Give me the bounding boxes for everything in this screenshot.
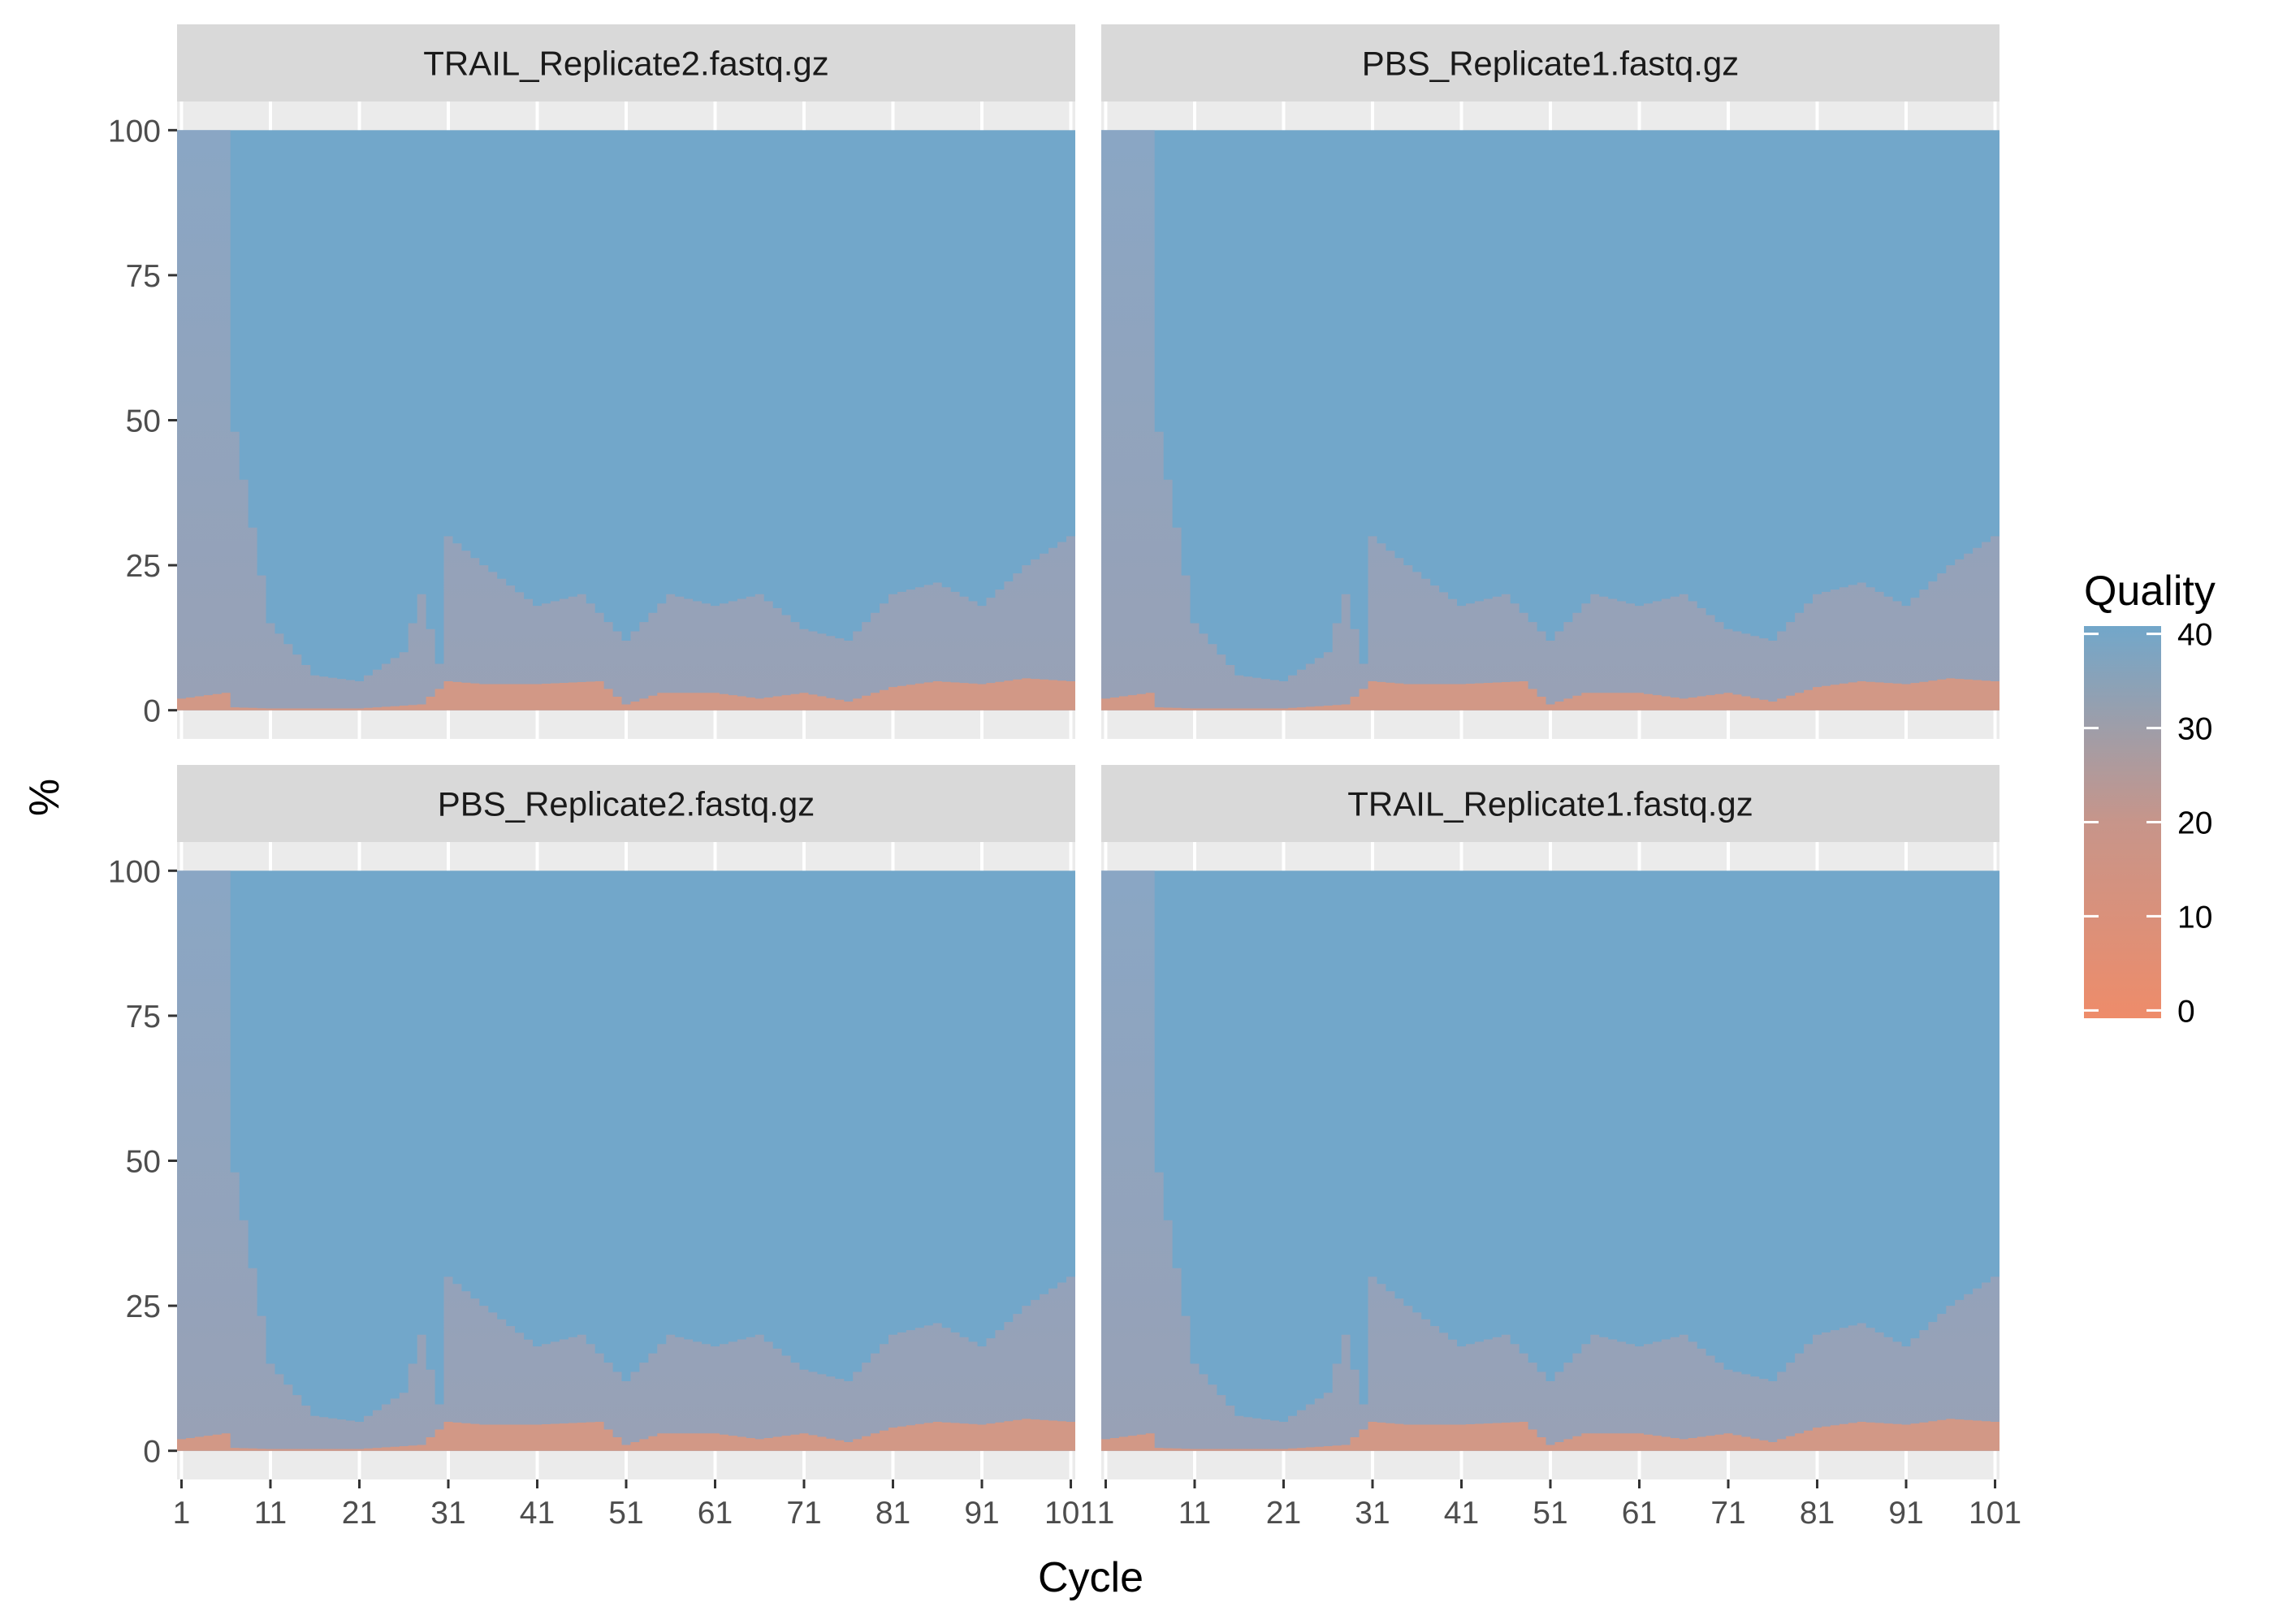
facet-title: PBS_Replicate1.fastq.gz <box>1362 45 1740 83</box>
legend-tick-label: 20 <box>2177 806 2212 841</box>
x-tick-label: 1 <box>1097 1496 1115 1531</box>
low-quality-area <box>1101 1419 1999 1451</box>
low-quality-area <box>1101 678 1999 710</box>
y-tick-label: 100 <box>108 854 161 889</box>
x-tick-label: 91 <box>964 1496 999 1531</box>
facet-panel: PBS_Replicate1.fastq.gz <box>1101 24 1999 739</box>
y-tick-label: 100 <box>108 114 161 149</box>
facet-title: TRAIL_Replicate1.fastq.gz <box>1347 785 1753 823</box>
y-tick-label: 25 <box>126 1289 161 1324</box>
x-tick-label: 91 <box>1888 1496 1923 1531</box>
legend: Quality 0 10 20 30 40 <box>2084 568 2216 1029</box>
mixed-quality-area <box>1101 130 1999 710</box>
facet-strip <box>1101 24 1999 102</box>
mixed-quality-area <box>1101 870 1999 1451</box>
legend-tick-label: 40 <box>2177 618 2212 653</box>
legend-tick-label: 10 <box>2177 900 2212 935</box>
x-tick-label: 51 <box>1533 1496 1567 1531</box>
x-tick-label: 51 <box>608 1496 643 1531</box>
legend-tick-label: 30 <box>2177 712 2212 747</box>
low-quality-area <box>177 678 1075 710</box>
x-tick-label: 61 <box>698 1496 733 1531</box>
x-tick-label: 41 <box>1444 1496 1479 1531</box>
y-tick-label: 0 <box>143 694 161 729</box>
x-tick-label: 1 <box>173 1496 191 1531</box>
facet-strip <box>177 765 1075 842</box>
x-tick-label: 71 <box>1710 1496 1745 1531</box>
y-tick-label: 0 <box>143 1435 161 1470</box>
x-tick-label: 71 <box>786 1496 821 1531</box>
facet-panel: TRAIL_Replicate1.fastq.gz1 11 21 31 41 51 61 71… <box>1097 765 2021 1531</box>
low-quality-area <box>177 1419 1075 1451</box>
x-tick-label: 41 <box>520 1496 555 1531</box>
mixed-quality-area <box>177 130 1075 710</box>
facet-title: TRAIL_Replicate2.fastq.gz <box>423 45 829 83</box>
x-axis-title: Cycle <box>1038 1554 1143 1601</box>
x-tick-label: 81 <box>875 1496 910 1531</box>
facet-panel: TRAIL_Replicate2.fastq.gz 0 25 50 75 100 <box>108 24 1075 739</box>
x-tick-label: 11 <box>1178 1496 1212 1531</box>
facet-strip <box>177 24 1075 102</box>
x-tick-label: 11 <box>254 1496 287 1531</box>
y-axis-title: % <box>21 779 68 816</box>
x-tick-label: 61 <box>1622 1496 1657 1531</box>
x-tick-label: 101 <box>1044 1496 1097 1531</box>
legend-title: Quality <box>2084 568 2216 615</box>
legend-tick-label: 0 <box>2177 994 2195 1029</box>
y-tick-label: 50 <box>126 404 161 439</box>
y-tick-label: 25 <box>126 549 161 584</box>
mixed-quality-area <box>177 870 1075 1451</box>
facet-strip <box>1101 765 1999 842</box>
x-tick-label: 31 <box>1355 1496 1390 1531</box>
x-tick-label: 81 <box>1800 1496 1835 1531</box>
y-tick-label: 75 <box>126 1000 161 1034</box>
x-tick-label: 101 <box>1969 1496 2021 1531</box>
y-tick-label: 75 <box>126 259 161 294</box>
x-tick-label: 21 <box>342 1496 377 1531</box>
x-tick-label: 31 <box>430 1496 465 1531</box>
y-tick-label: 50 <box>126 1145 161 1180</box>
facet-title: PBS_Replicate2.fastq.gz <box>438 785 815 823</box>
x-tick-label: 21 <box>1266 1496 1301 1531</box>
